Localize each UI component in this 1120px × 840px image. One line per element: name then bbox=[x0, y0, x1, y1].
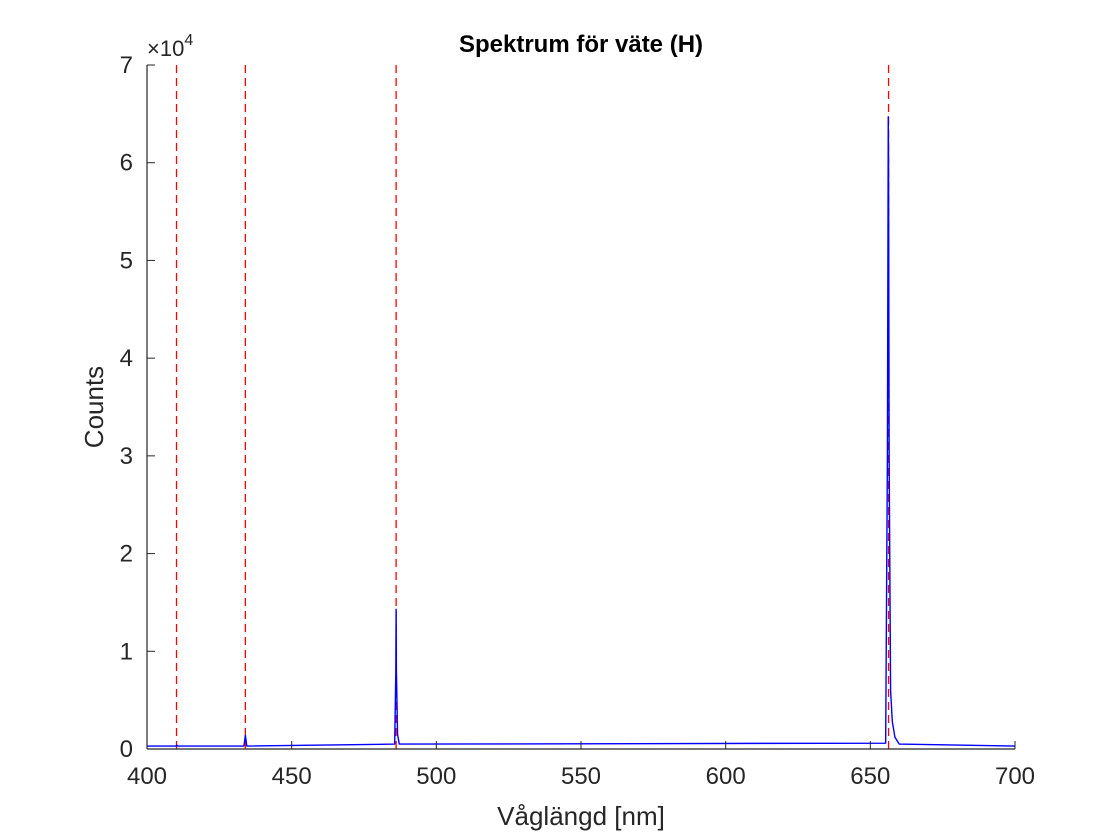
x-ticks: 400 450 500 550 600 650 700 bbox=[127, 741, 1035, 790]
y-tick-label-4: 4 bbox=[120, 345, 133, 372]
x-tick-label-1: 450 bbox=[272, 763, 312, 790]
y-tick-label-2: 2 bbox=[120, 541, 133, 568]
y-axis-exponent-power: 4 bbox=[184, 32, 193, 49]
x-axis-label: Våglängd [nm] bbox=[497, 801, 665, 831]
x-tick-label-3: 550 bbox=[561, 763, 601, 790]
y-axis-label: Counts bbox=[79, 366, 109, 448]
x-tick-label-0: 400 bbox=[127, 763, 167, 790]
chart-title: Spektrum för väte (H) bbox=[459, 31, 703, 58]
spectrum-series-line-0 bbox=[147, 116, 1016, 747]
y-ticks: 0 1 2 3 4 5 6 7 bbox=[120, 52, 155, 763]
y-tick-label-0: 0 bbox=[120, 736, 133, 763]
x-tick-label-4: 600 bbox=[706, 763, 746, 790]
y-tick-label-7: 7 bbox=[120, 52, 133, 79]
y-tick-label-3: 3 bbox=[120, 443, 133, 470]
x-tick-label-6: 700 bbox=[995, 763, 1035, 790]
plot-area bbox=[147, 65, 1015, 749]
x-tick-label-5: 650 bbox=[850, 763, 890, 790]
series-layer bbox=[147, 116, 1016, 747]
y-tick-label-1: 1 bbox=[120, 638, 133, 665]
y-axis-exponent-base: ×10 bbox=[147, 36, 184, 61]
y-axis-exponent: ×104 bbox=[147, 32, 193, 61]
y-tick-label-6: 6 bbox=[120, 150, 133, 177]
y-tick-label-5: 5 bbox=[120, 247, 133, 274]
x-tick-label-2: 500 bbox=[416, 763, 456, 790]
